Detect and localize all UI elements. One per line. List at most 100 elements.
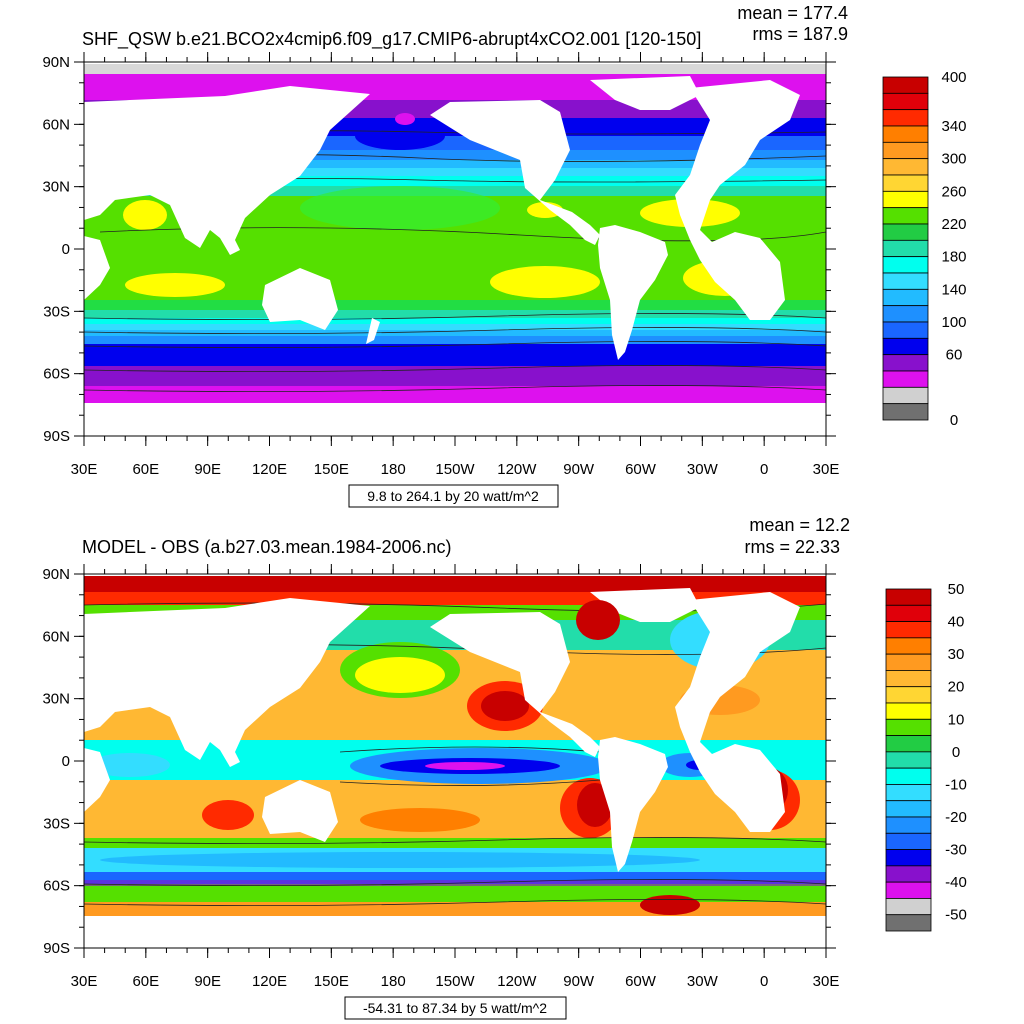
colorbar-swatch: [885, 881, 932, 899]
panel-1-lat-labels: 90N 60N 30N 0 30S 60S 90S: [42, 54, 70, 445]
colorbar-swatch: [885, 849, 932, 867]
panel-2-rms: rms = 22.33: [744, 537, 840, 557]
colorbar-swatch: [885, 637, 932, 655]
colorbar-swatch: [882, 239, 929, 258]
colorbar-label: 50: [948, 581, 965, 598]
panel-2-lat-labels: 90N 60N 30N 0 30S 60S 90S: [42, 566, 70, 957]
colorbar-label: 0: [952, 744, 960, 761]
colorbar-swatch: [882, 207, 929, 225]
lat-label: 60S: [43, 366, 70, 383]
lon-label: 60E: [132, 461, 159, 478]
lon-label: 30E: [71, 973, 98, 990]
colorbar-swatch: [885, 914, 932, 932]
lat-label: 30N: [42, 691, 70, 708]
panel-2-map: [84, 574, 826, 948]
lat-label: 60S: [43, 878, 70, 895]
colorbar-label: 20: [948, 679, 965, 696]
lon-label: 120E: [252, 461, 287, 478]
lon-label: 30E: [813, 461, 840, 478]
colorbar-label: 60: [946, 347, 963, 364]
panel-1-land: [84, 76, 826, 436]
colorbar-swatch: [882, 190, 929, 209]
lat-label: 30S: [43, 303, 70, 320]
panel-2-land: [84, 588, 826, 948]
colorbar-swatch: [885, 767, 932, 785]
colorbar-swatch: [885, 735, 932, 753]
panel-1-range-label: 9.8 to 264.1 by 20 watt/m^2: [367, 488, 539, 504]
colorbar-swatch: [885, 784, 932, 802]
panel-1: SHF_QSW b.e21.BCO2x4cmip6.f09_g17.CMIP6-…: [42, 3, 967, 508]
lon-label: 90E: [194, 461, 221, 478]
colorbar-label: 400: [941, 69, 966, 86]
colorbar-swatch: [885, 751, 932, 769]
lat-label: 90N: [42, 566, 70, 583]
lat-label: 0: [62, 753, 70, 770]
colorbar-swatch: [885, 898, 932, 916]
lon-label: 0: [760, 461, 768, 478]
colorbar-swatch: [882, 337, 929, 356]
panel-1-title: SHF_QSW b.e21.BCO2x4cmip6.f09_g17.CMIP6-…: [82, 29, 701, 50]
panel-2-ticks: [74, 564, 836, 958]
colorbar-swatch: [885, 604, 932, 622]
lon-label: 180: [381, 461, 406, 478]
colorbar-label: 260: [941, 183, 966, 200]
colorbar-swatch: [882, 272, 929, 290]
lon-label: 60W: [625, 973, 657, 990]
lon-label: 120W: [497, 461, 537, 478]
colorbar-label: 300: [941, 151, 966, 168]
colorbar-label: 10: [948, 711, 965, 728]
lat-label: 90N: [42, 54, 70, 71]
colorbar-swatch: [882, 370, 929, 388]
panel-1-map: [84, 62, 826, 436]
colorbar-swatch: [885, 865, 932, 883]
panel-2-lon-labels: 30E 60E 90E 120E 150E 180 150W 120W 90W 60W 30W 0 30…: [71, 973, 840, 990]
colorbar-swatch: [882, 158, 929, 176]
colorbar-swatch: [882, 321, 929, 339]
colorbar-label: 0: [950, 412, 958, 429]
lon-label: 90E: [194, 973, 221, 990]
colorbar-swatch: [882, 288, 929, 307]
panel-2-range-box: [344, 996, 567, 1020]
panel-2-mean: mean = 12.2: [749, 515, 850, 535]
colorbar-swatch: [882, 141, 929, 160]
panel-2-title: MODEL - OBS (a.b27.03.mean.1984-2006.nc): [82, 537, 452, 557]
lon-label: 0: [760, 973, 768, 990]
colorbar-label: 30: [948, 646, 965, 663]
panel-2-range-label: -54.31 to 87.34 by 5 watt/m^2: [363, 1000, 547, 1016]
panel-1-lon-labels: 30E 60E 90E 120E 150E 180 150W 120W 90W 60W 30W 0 30…: [71, 461, 840, 478]
colorbar-swatch: [882, 403, 929, 421]
lat-label: 30N: [42, 179, 70, 196]
lat-label: 60N: [42, 116, 70, 133]
lon-label: 120W: [497, 973, 537, 990]
colorbar-swatch: [882, 354, 929, 372]
panel-1-rms: rms = 187.9: [752, 24, 848, 44]
lat-label: 30S: [43, 815, 70, 832]
lon-label: 150E: [314, 461, 349, 478]
colorbar-swatch: [885, 670, 932, 688]
colorbar-swatch: [885, 832, 932, 850]
lat-label: 90S: [43, 940, 70, 957]
panel-2: MODEL - OBS (a.b27.03.mean.1984-2006.nc)…: [42, 515, 967, 1020]
colorbar-label: 100: [941, 314, 966, 331]
colorbar-swatch: [882, 223, 929, 241]
colorbar-swatch: [882, 76, 929, 94]
colorbar-label: 340: [941, 118, 966, 135]
colorbar-swatch: [882, 109, 929, 127]
colorbar-swatch: [885, 800, 932, 818]
lat-label: 60N: [42, 628, 70, 645]
lon-label: 150W: [435, 973, 475, 990]
colorbar-swatch: [885, 621, 932, 639]
colorbar-swatch: [885, 653, 932, 671]
colorbar-label: -40: [945, 874, 967, 891]
colorbar-label: -20: [945, 809, 967, 826]
colorbar-swatch: [885, 816, 932, 834]
colorbar-swatch: [882, 305, 929, 323]
panel-1-ticks: [74, 52, 836, 446]
lon-label: 150W: [435, 461, 475, 478]
lon-label: 30E: [813, 973, 840, 990]
colorbar-swatch: [882, 92, 929, 111]
lat-label: 0: [62, 241, 70, 258]
lon-label: 90W: [563, 973, 595, 990]
lon-label: 30W: [687, 973, 719, 990]
